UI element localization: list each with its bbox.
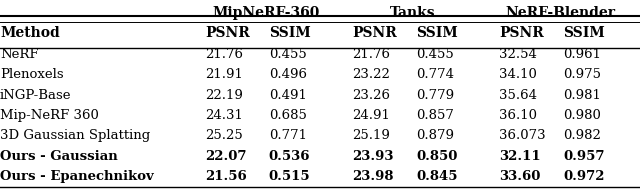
Text: PSNR: PSNR — [352, 26, 397, 40]
Text: Method: Method — [0, 26, 60, 40]
Text: 0.972: 0.972 — [563, 170, 605, 183]
Text: 0.879: 0.879 — [416, 129, 454, 142]
Text: 21.76: 21.76 — [205, 48, 243, 61]
Text: 0.685: 0.685 — [269, 109, 307, 122]
Text: 0.845: 0.845 — [416, 170, 458, 183]
Text: 0.961: 0.961 — [563, 48, 601, 61]
Text: 32.54: 32.54 — [499, 48, 537, 61]
Text: 22.19: 22.19 — [205, 89, 243, 102]
Text: 0.857: 0.857 — [416, 109, 454, 122]
Text: 24.91: 24.91 — [352, 109, 390, 122]
Text: 23.93: 23.93 — [352, 150, 394, 163]
Text: Ours - Gaussian: Ours - Gaussian — [0, 150, 118, 163]
Text: SSIM: SSIM — [416, 26, 458, 40]
Text: 0.982: 0.982 — [563, 129, 601, 142]
Text: NeRF-Blender: NeRF-Blender — [505, 6, 615, 20]
Text: SSIM: SSIM — [563, 26, 605, 40]
Text: 32.11: 32.11 — [499, 150, 541, 163]
Text: 0.515: 0.515 — [269, 170, 310, 183]
Text: 25.25: 25.25 — [205, 129, 243, 142]
Text: 0.496: 0.496 — [269, 68, 307, 81]
Text: 35.64: 35.64 — [499, 89, 537, 102]
Text: iNGP-Base: iNGP-Base — [0, 89, 72, 102]
Text: SSIM: SSIM — [269, 26, 310, 40]
Text: 0.981: 0.981 — [563, 89, 601, 102]
Text: 33.60: 33.60 — [499, 170, 541, 183]
Text: 0.975: 0.975 — [563, 68, 601, 81]
Text: MipNeRF-360: MipNeRF-360 — [212, 6, 319, 20]
Text: Plenoxels: Plenoxels — [0, 68, 63, 81]
Text: 0.850: 0.850 — [416, 150, 458, 163]
Text: Tanks: Tanks — [390, 6, 436, 20]
Text: 21.56: 21.56 — [205, 170, 246, 183]
Text: 0.980: 0.980 — [563, 109, 601, 122]
Text: 23.98: 23.98 — [352, 170, 394, 183]
Text: Ours - Epanechnikov: Ours - Epanechnikov — [0, 170, 154, 183]
Text: 0.957: 0.957 — [563, 150, 605, 163]
Text: PSNR: PSNR — [499, 26, 544, 40]
Text: 34.10: 34.10 — [499, 68, 537, 81]
Text: 3D Gaussian Splatting: 3D Gaussian Splatting — [0, 129, 150, 142]
Text: 21.76: 21.76 — [352, 48, 390, 61]
Text: 36.073: 36.073 — [499, 129, 546, 142]
Text: 25.19: 25.19 — [352, 129, 390, 142]
Text: NeRF: NeRF — [0, 48, 38, 61]
Text: 21.91: 21.91 — [205, 68, 243, 81]
Text: 0.774: 0.774 — [416, 68, 454, 81]
Text: 0.536: 0.536 — [269, 150, 310, 163]
Text: 0.455: 0.455 — [269, 48, 307, 61]
Text: 23.26: 23.26 — [352, 89, 390, 102]
Text: 22.07: 22.07 — [205, 150, 246, 163]
Text: PSNR: PSNR — [205, 26, 250, 40]
Text: 23.22: 23.22 — [352, 68, 390, 81]
Text: Mip-NeRF 360: Mip-NeRF 360 — [0, 109, 99, 122]
Text: 0.491: 0.491 — [269, 89, 307, 102]
Text: 0.771: 0.771 — [269, 129, 307, 142]
Text: 0.455: 0.455 — [416, 48, 454, 61]
Text: 24.31: 24.31 — [205, 109, 243, 122]
Text: 0.779: 0.779 — [416, 89, 454, 102]
Text: 36.10: 36.10 — [499, 109, 537, 122]
